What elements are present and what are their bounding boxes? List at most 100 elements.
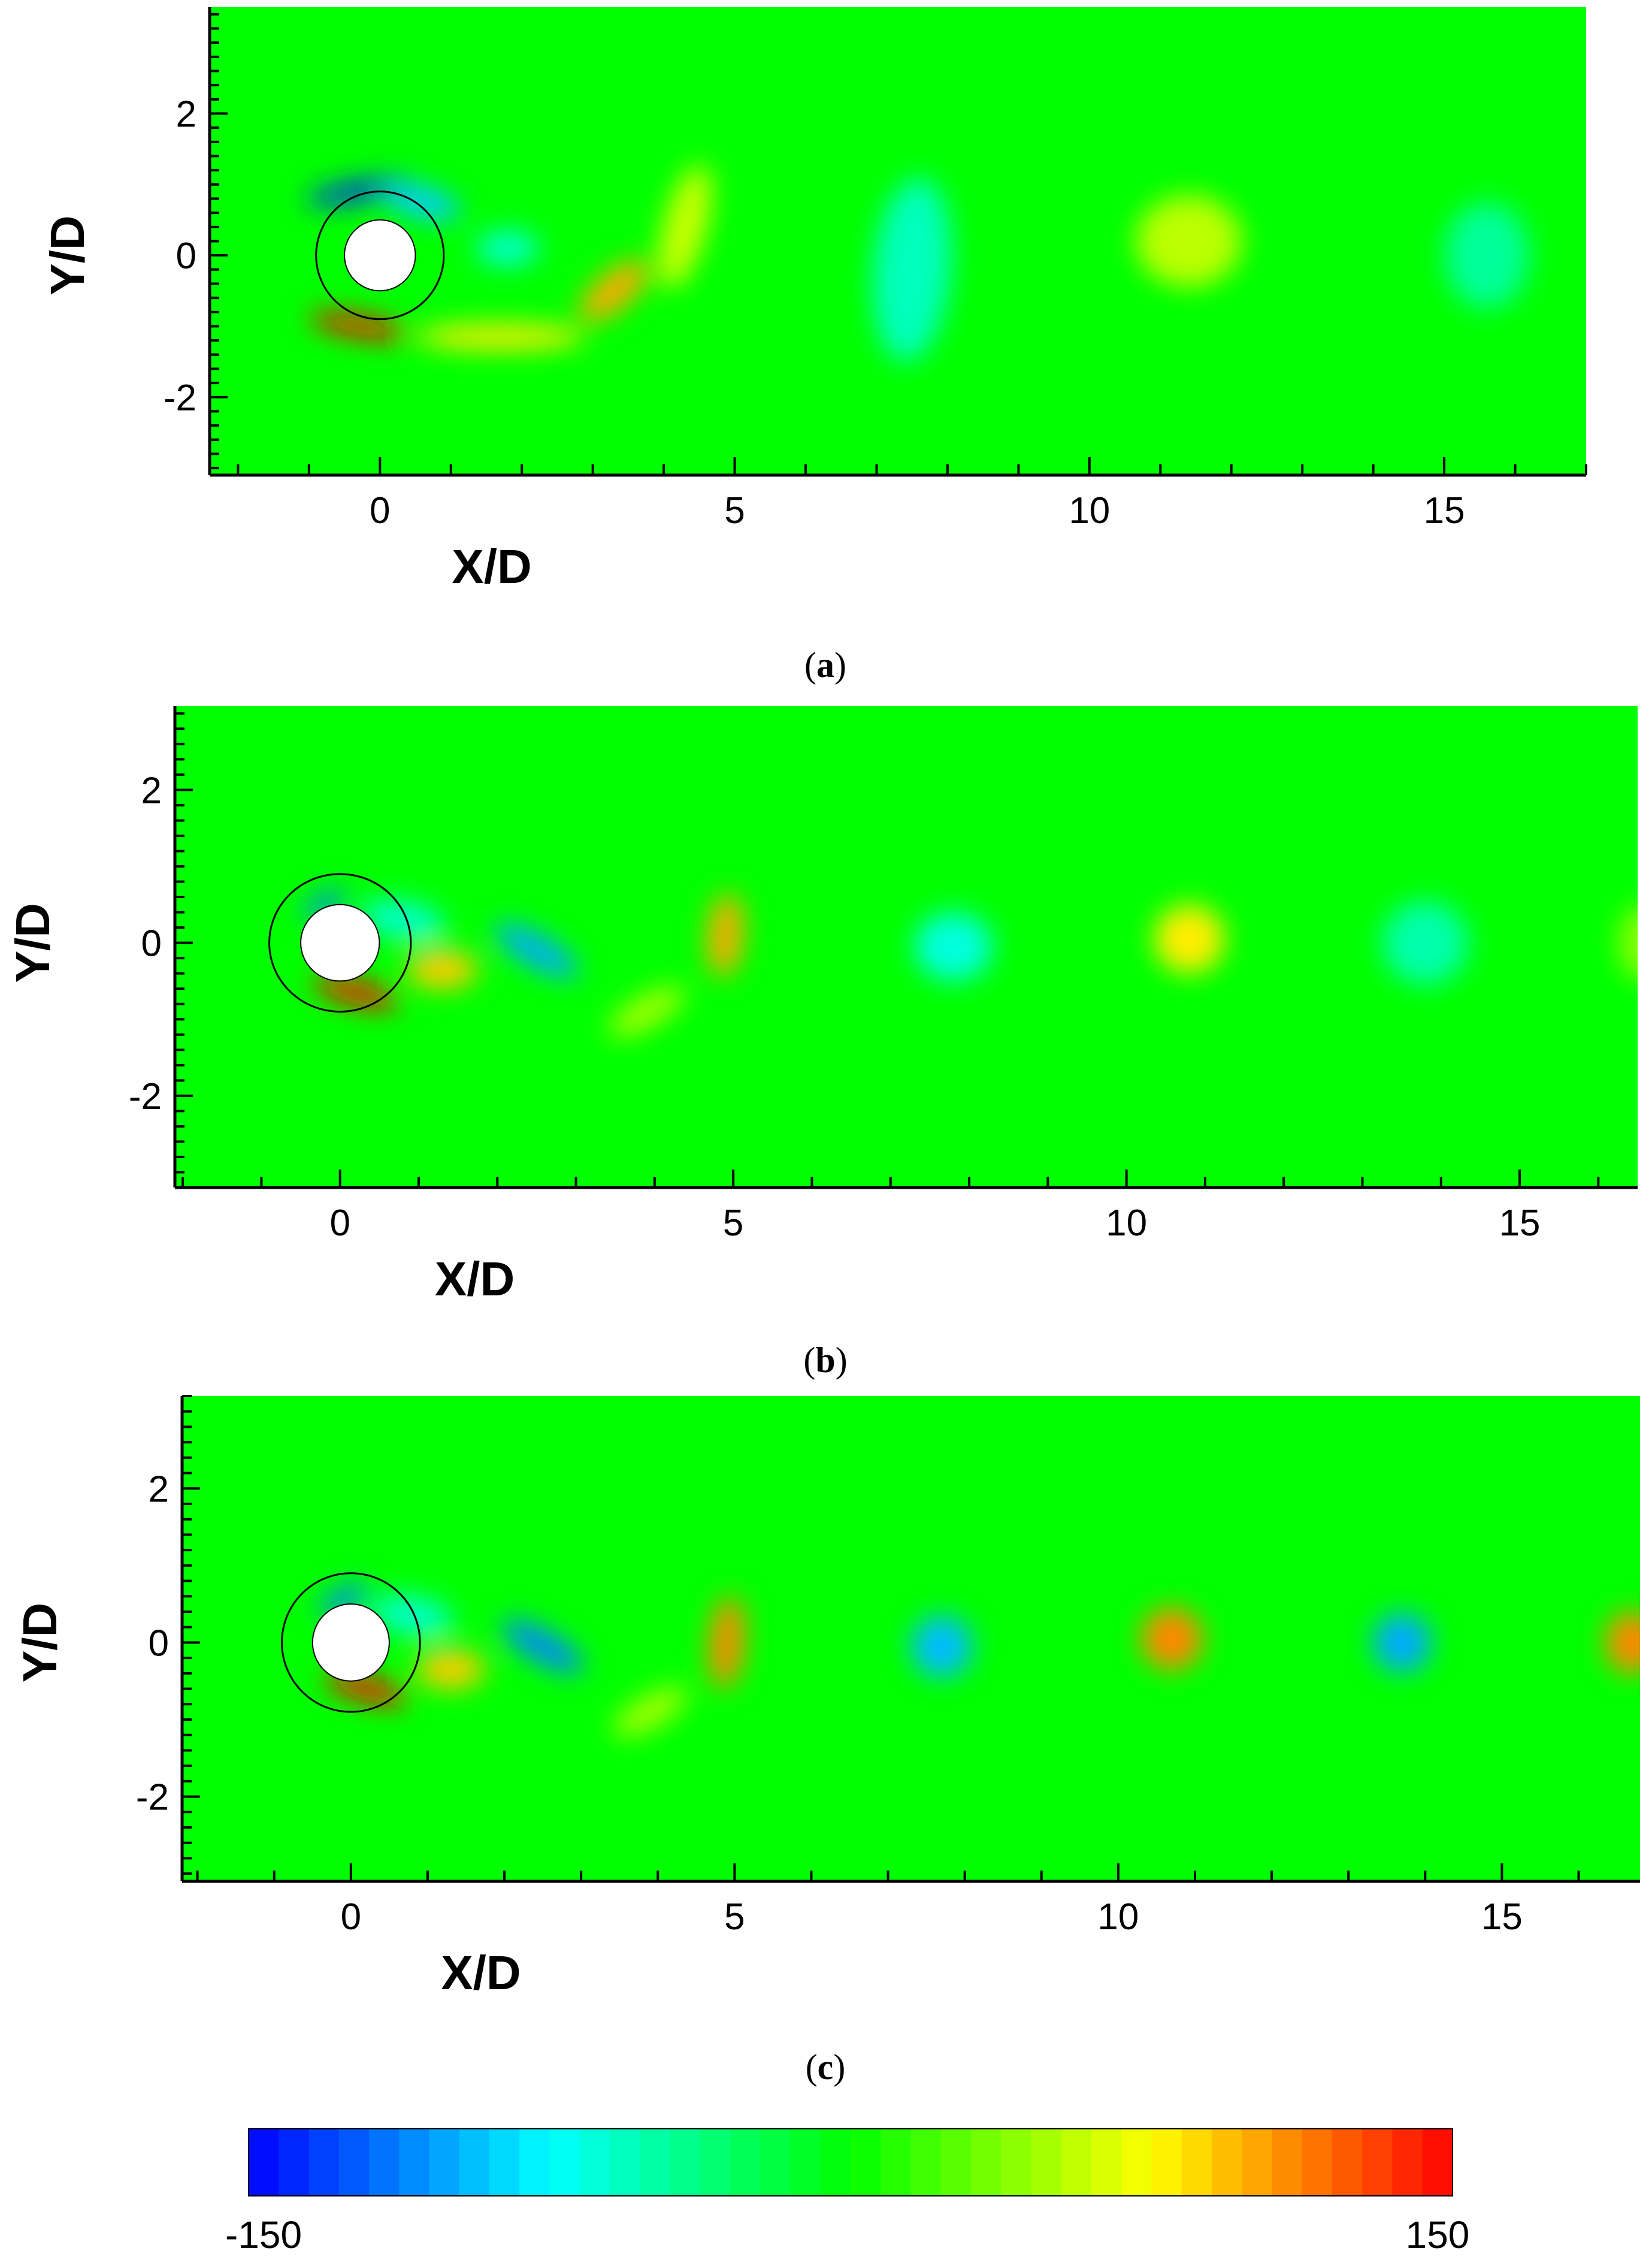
y-tick-label: -2 [129, 1076, 162, 1117]
vortex-positive [416, 1650, 486, 1689]
colorbar-band [940, 2129, 972, 2196]
x-tick-label: 5 [724, 490, 745, 531]
panel-b: 0 5 10 15 -2 0 2 X/D Y/D (b) [6, 706, 1638, 1380]
colorbar-band [1091, 2129, 1122, 2196]
vortex-negative [360, 899, 446, 941]
x-tick-label: 5 [724, 1896, 745, 1938]
vortex-layer [303, 890, 1638, 1037]
colorbar-band [249, 2129, 279, 2196]
vortex-negative [319, 1584, 367, 1617]
panel-caption: (c) [806, 2047, 846, 2087]
vortex-negative [476, 230, 540, 266]
vortex-negative [1444, 202, 1530, 309]
panel-c: 0 5 10 15 -2 0 2 X/D Y/D (c) [13, 1395, 1640, 2087]
colorbar: -150 150 [225, 2128, 1470, 2256]
vortex-positive [613, 1687, 688, 1737]
x-axis-title: X/D [435, 1252, 515, 1306]
colorbar-band [1061, 2129, 1092, 2196]
caption-letter: b [815, 1340, 835, 1380]
y-tick-label: -2 [164, 377, 196, 419]
y-tick-label: -2 [136, 1777, 169, 1818]
cylinder-outline-circle [315, 191, 445, 321]
y-tick-label: 2 [176, 94, 196, 135]
colorbar-band [338, 2129, 370, 2196]
vortex-negative [303, 890, 346, 919]
colorbar-band [670, 2129, 701, 2196]
vortex-positive [415, 324, 586, 350]
vortex-negative [911, 1615, 973, 1678]
vortex-negative [502, 1620, 583, 1673]
x-tick-label: 0 [370, 490, 390, 531]
vortex-negative [1382, 901, 1469, 985]
contour-field [182, 1396, 1640, 1881]
vortex-positive [407, 950, 478, 989]
colorbar-band [820, 2129, 851, 2196]
colorbar-band [1242, 2129, 1273, 2196]
colorbar-band [730, 2129, 761, 2196]
colorbar-band [610, 2129, 640, 2196]
colorbar-band [640, 2129, 671, 2196]
cylinder [311, 1603, 390, 1682]
vortex-negative [385, 184, 461, 220]
cylinder-outline-circle [268, 873, 412, 1013]
x-tick-label: 10 [1069, 490, 1110, 531]
colorbar-band [881, 2129, 912, 2196]
colorbar-frame [248, 2128, 1453, 2196]
colorbar-band [369, 2129, 400, 2196]
panel-a: 0 5 10 15 -2 0 2 X/D Y/D (a) [41, 7, 1587, 685]
vortex-negative [306, 179, 412, 205]
colorbar-bands [248, 2128, 1453, 2196]
x-tick-label: 15 [1481, 1896, 1523, 1938]
caption-letter: c [818, 2047, 834, 2087]
y-tick-label: 0 [149, 1623, 169, 1664]
colorbar-band [1392, 2129, 1423, 2196]
colorbar-band [760, 2129, 791, 2196]
caption-letter: a [816, 645, 834, 685]
cylinder-outline-circle [281, 1572, 421, 1713]
x-tick-label: 5 [723, 1202, 743, 1244]
y-axis-title: Y/D [13, 1603, 66, 1682]
vortex-positive [1154, 904, 1225, 974]
x-tick-label: 15 [1499, 1202, 1541, 1244]
vortex-positive [1618, 906, 1638, 980]
panel-caption: (b) [803, 1340, 847, 1380]
colorbar-band [1151, 2129, 1182, 2196]
vortex-positive [608, 986, 685, 1037]
y-tick-label: 0 [141, 923, 162, 965]
colorbar-max-label: 150 [1406, 2213, 1470, 2256]
colorbar-band [1272, 2129, 1303, 2196]
colorbar-band [700, 2129, 731, 2196]
y-tick-label: 2 [149, 1469, 169, 1510]
colorbar-band [971, 2129, 1002, 2196]
colorbar-band [1001, 2129, 1032, 2196]
vortex-positive [1605, 1612, 1640, 1673]
vortex-negative [872, 177, 952, 362]
vortex-layer [319, 1584, 1640, 1737]
colorbar-band [1362, 2129, 1393, 2196]
y-tick-label: 0 [176, 235, 196, 277]
x-axis-title: X/D [452, 540, 531, 593]
vortex-positive [1141, 1608, 1203, 1670]
x-tick-label: 0 [341, 1896, 361, 1938]
vortex-negative [495, 923, 579, 978]
axes: 0 5 10 15 -2 0 2 [129, 706, 1638, 1244]
colorbar-band [1422, 2129, 1453, 2196]
colorbar-band [1121, 2129, 1152, 2196]
colorbar-band [308, 2129, 340, 2196]
vortex-positive [314, 977, 398, 1008]
colorbar-min-label: -150 [225, 2213, 302, 2256]
colorbar-band [459, 2129, 490, 2196]
vortex-negative [914, 912, 993, 981]
y-axis-title: Y/D [6, 903, 59, 983]
colorbar-band [279, 2129, 310, 2196]
colorbar-band [1212, 2129, 1242, 2196]
contour-field [175, 706, 1638, 1188]
cylinder [344, 219, 416, 292]
panel-caption: (a) [804, 645, 846, 685]
colorbar-band [399, 2129, 430, 2196]
vortex-positive [1135, 195, 1242, 288]
colorbar-band [851, 2129, 881, 2196]
x-tick-label: 10 [1106, 1202, 1147, 1244]
colorbar-band [579, 2129, 610, 2196]
